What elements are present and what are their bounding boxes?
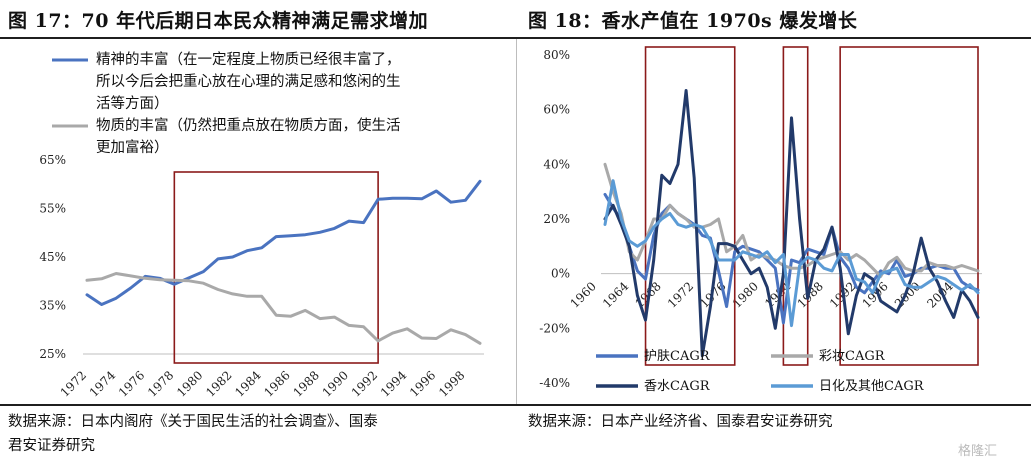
x-tick-label: 1992 — [349, 368, 380, 399]
left-chart-title: 图 17：70 年代后期日本民众精神满足需求增加 — [8, 10, 429, 32]
right-source-line1: 数据来源：日本产业经济省、国泰君安证券研究 — [528, 414, 833, 430]
x-tick-label: 1984 — [232, 368, 264, 400]
watermark-logo: 格隆汇 — [958, 444, 998, 459]
x-tick-label: 1972 — [58, 368, 89, 399]
y-tick-label: 80% — [543, 48, 570, 62]
top-rule — [0, 37, 1031, 39]
y-tick-label: 40% — [543, 157, 570, 171]
y-tick-label: 25% — [39, 347, 66, 361]
legend-label-1: 彩妆CAGR — [819, 349, 886, 364]
series-line-0 — [85, 179, 482, 306]
series-line-1 — [85, 272, 482, 345]
x-tick-label: 1996 — [407, 368, 438, 399]
y-tick-label: -40% — [539, 376, 570, 390]
x-tick-label: 1988 — [291, 368, 322, 399]
y-tick-label: 55% — [39, 202, 66, 216]
legend-label-0: 所以今后会把重心放在心理的满足感和悠闲的生 — [96, 73, 401, 90]
highlight-box — [173, 171, 379, 364]
y-tick-label: 45% — [39, 250, 66, 264]
legend-label-0: 精神的丰富（在一定程度上物质已经很丰富了， — [96, 50, 401, 68]
x-tick-label: 1986 — [261, 368, 292, 399]
x-tick-label: 1998 — [436, 368, 467, 399]
series-line-3 — [603, 179, 980, 328]
right-chart-title: 图 18：香水产值在 1970s 爆发增长 — [528, 10, 858, 32]
x-tick-label: 1990 — [320, 368, 351, 399]
y-tick-label: 0% — [551, 267, 570, 281]
left-chart: 25%35%45%55%65%1972197419761978198019821… — [39, 50, 484, 400]
legend-label-1: 物质的丰富（仍然把重点放在物质方面，使生活 — [96, 116, 401, 134]
legend-label-0: 活等方面） — [96, 94, 169, 112]
x-tick-label: 1976 — [116, 368, 147, 399]
x-tick-label: 1978 — [145, 368, 176, 399]
x-tick-label: 1974 — [87, 368, 119, 400]
left-source: 数据来源：日本内阁府《关于国民生活的社会调查》、国泰 君安证券研究 — [8, 410, 378, 458]
x-tick-label: 1960 — [568, 279, 599, 310]
legend-label-2: 香水CAGR — [644, 379, 711, 394]
panel-divider — [516, 39, 517, 404]
x-tick-label: 1964 — [600, 279, 632, 311]
legend-label-3: 日化及其他CAGR — [819, 379, 925, 394]
right-chart: -40%-20%0%20%40%60%80%1960 1964 1968 1972 19… — [539, 46, 982, 394]
y-tick-label: -20% — [539, 321, 570, 335]
series-line-0 — [603, 192, 980, 325]
left-source-line2: 君安证券研究 — [8, 438, 95, 454]
series-line-2 — [603, 89, 980, 358]
series-line-1 — [603, 162, 980, 278]
y-tick-label: 60% — [543, 103, 570, 117]
y-tick-label: 35% — [39, 299, 66, 313]
left-source-line1: 数据来源：日本内阁府《关于国民生活的社会调查》、国泰 — [8, 414, 378, 430]
legend-label-1: 更加富裕） — [96, 138, 169, 156]
highlight-box — [782, 46, 809, 366]
x-tick-label: 1980 — [174, 368, 205, 399]
legend-label-0: 护肤CAGR — [644, 349, 711, 364]
x-tick-label: 1972 — [665, 279, 696, 310]
y-tick-label: 65% — [39, 153, 66, 167]
bottom-rule — [0, 404, 1031, 406]
x-tick-label: 1994 — [378, 368, 410, 400]
y-tick-label: 20% — [543, 212, 570, 226]
highlight-box — [644, 46, 736, 366]
highlight-box — [839, 46, 979, 366]
x-tick-label: 1982 — [203, 368, 234, 399]
right-source: 数据来源：日本产业经济省、国泰君安证券研究 — [528, 410, 833, 434]
